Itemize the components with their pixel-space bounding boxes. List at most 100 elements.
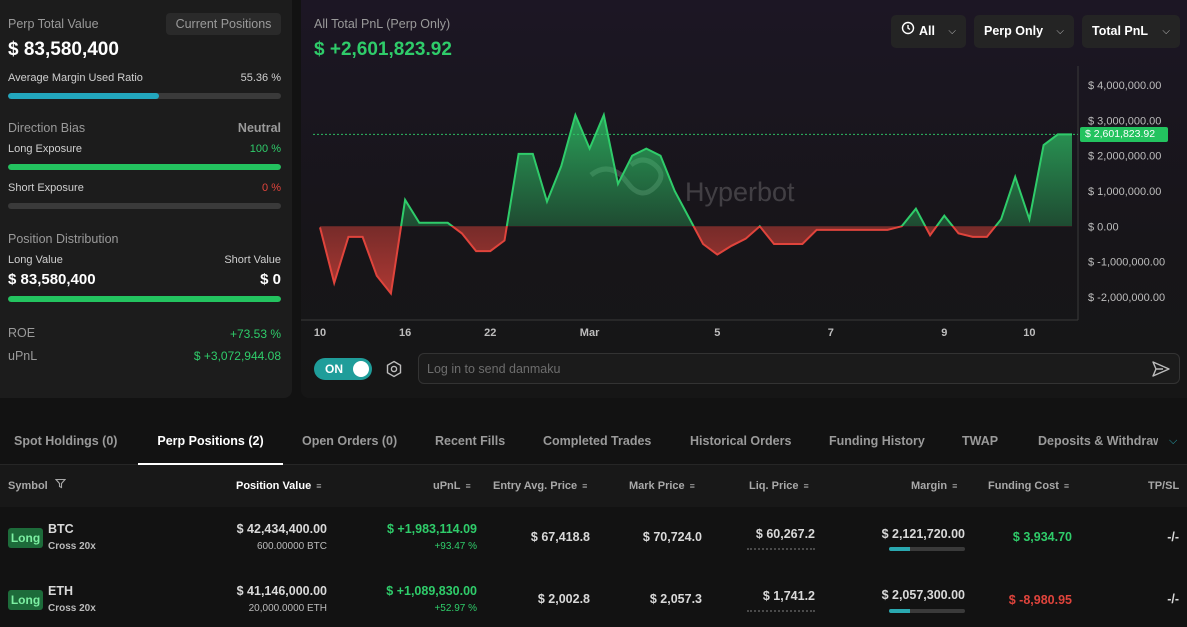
- sort-icon[interactable]: ≡: [316, 481, 322, 491]
- metric-value: Total PnL: [1092, 24, 1149, 38]
- tab-open-orders[interactable]: Open Orders (0): [302, 434, 398, 448]
- roe-label: ROE: [8, 326, 36, 340]
- danmaku-input[interactable]: [427, 354, 1127, 383]
- position-size: 600.00000 BTC: [256, 541, 327, 552]
- avg-margin-bar: [8, 93, 281, 99]
- sort-icon[interactable]: ≡: [582, 481, 588, 491]
- toggle-label: ON: [325, 362, 343, 376]
- position-value: $ 42,434,400.00: [236, 522, 327, 536]
- pnl-line-negative: [319, 226, 997, 296]
- y-tick-label: $ -1,000,000.00: [1088, 257, 1165, 269]
- chart-title: All Total PnL (Perp Only): [314, 17, 451, 31]
- long-value: $ 83,580,400: [8, 271, 96, 288]
- current-positions-button[interactable]: Current Positions: [166, 13, 281, 35]
- x-tick-label: 5: [714, 327, 720, 339]
- roe-value: +73.53 %: [229, 327, 281, 341]
- current-value-marker: $ 2,601,823.92: [1080, 127, 1168, 142]
- sort-icon[interactable]: ≡: [952, 481, 958, 491]
- col-funding-cost[interactable]: Funding Cost ≡: [988, 465, 1069, 507]
- perp-total-value-label: Perp Total Value: [8, 17, 99, 31]
- positions-table-header: Symbol Position Value ≡ uPnL ≡ Entry Avg. …: [0, 465, 1187, 507]
- col-entry-price[interactable]: Entry Avg. Price ≡: [493, 465, 587, 507]
- leverage: Cross 20x: [48, 541, 96, 552]
- col-mark-price[interactable]: Mark Price ≡: [629, 465, 695, 507]
- table-row[interactable]: Long ETH Cross 20x $ 41,146,000.00 20,00…: [0, 569, 1187, 627]
- sort-icon[interactable]: ≡: [689, 481, 695, 491]
- margin-bar: [889, 547, 965, 551]
- time-range-value: All: [919, 24, 935, 38]
- tab-completed-trades[interactable]: Completed Trades: [543, 434, 652, 448]
- symbol-name[interactable]: ETH: [48, 584, 73, 598]
- pnl-line-positive: [400, 111, 1072, 226]
- table-row[interactable]: Long BTC Cross 20x $ 42,434,400.00 600.0…: [0, 507, 1187, 567]
- filter-icon[interactable]: [54, 465, 67, 507]
- tab-deposits-withdraw[interactable]: Deposits & Withdraw: [1038, 434, 1158, 448]
- sort-icon[interactable]: ≡: [803, 481, 809, 491]
- time-range-dropdown[interactable]: All ⌵: [891, 15, 966, 48]
- tab-historical-orders[interactable]: Historical Orders: [690, 434, 792, 448]
- margin-value: $ 2,057,300.00: [881, 588, 965, 602]
- send-icon[interactable]: [1151, 360, 1171, 383]
- danmaku-input-box: [418, 353, 1180, 384]
- upnl-percent: +93.47 %: [434, 541, 477, 552]
- tab-spot-holdings[interactable]: Spot Holdings (0): [14, 434, 118, 448]
- tab-funding-history[interactable]: Funding History: [829, 434, 925, 448]
- tpsl-value[interactable]: -/-: [1167, 530, 1179, 544]
- entry-price: $ 67,418.8: [530, 530, 590, 544]
- y-tick-label: $ 3,000,000.00: [1088, 115, 1161, 127]
- mark-price: $ 2,057.3: [649, 592, 702, 606]
- funding-cost: $ -8,980.95: [1008, 593, 1072, 607]
- margin-bar: [889, 609, 965, 613]
- positive-area: [401, 115, 1072, 226]
- danmaku-toggle[interactable]: ON: [314, 358, 372, 380]
- tab-recent-fills[interactable]: Recent Fills: [435, 434, 506, 448]
- x-tick-label: Mar: [580, 327, 600, 339]
- margin-value: $ 2,121,720.00: [881, 527, 965, 541]
- clock-icon: [901, 15, 915, 48]
- side-badge: Long: [8, 528, 43, 548]
- long-exposure-label: Long Exposure: [8, 143, 82, 155]
- x-tick-label: 16: [399, 327, 411, 339]
- direction-bias-label: Direction Bias: [8, 121, 86, 135]
- upnl-label: uPnL: [8, 349, 38, 363]
- tab-perp-positions[interactable]: Perp Positions (2): [138, 421, 283, 465]
- positions-tabs: Spot Holdings (0) Perp Positions (2) Ope…: [0, 421, 1187, 465]
- col-position-value[interactable]: Position Value ≡: [236, 465, 321, 507]
- col-symbol[interactable]: Symbol: [8, 465, 67, 507]
- short-value-label: Short Value: [224, 254, 281, 266]
- chevron-down-icon[interactable]: ⌵: [1169, 435, 1178, 447]
- short-exposure-label: Short Exposure: [8, 182, 84, 194]
- scope-dropdown[interactable]: Perp Only ⌵: [974, 15, 1074, 48]
- position-size: 20,000.0000 ETH: [248, 603, 327, 614]
- x-tick-label: 7: [828, 327, 834, 339]
- x-tick-label: 9: [941, 327, 947, 339]
- col-margin[interactable]: Margin ≡: [911, 465, 957, 507]
- y-tick-label: $ 4,000,000.00: [1088, 80, 1161, 92]
- col-tpsl: TP/SL: [1148, 480, 1180, 492]
- pnl-chart-panel: All Total PnL (Perp Only) $ +2,601,823.9…: [301, 0, 1187, 398]
- y-tick-label: $ -2,000,000.00: [1088, 292, 1165, 304]
- negative-area: [320, 226, 1072, 294]
- upnl-value: $ +1,089,830.00: [386, 584, 477, 598]
- tpsl-value[interactable]: -/-: [1167, 592, 1179, 606]
- leverage: Cross 20x: [48, 603, 96, 614]
- short-exposure-value: 0 %: [262, 182, 281, 194]
- entry-price: $ 2,002.8: [537, 592, 590, 606]
- short-exposure-bar: [8, 203, 281, 209]
- y-tick-label: $ 2,000,000.00: [1088, 151, 1161, 163]
- metric-dropdown[interactable]: Total PnL ⌵: [1082, 15, 1180, 48]
- avg-margin-value: 55.36 %: [240, 72, 281, 84]
- col-liq-price[interactable]: Liq. Price ≡: [749, 465, 809, 507]
- side-badge: Long: [8, 590, 43, 610]
- y-tick-label: $ 0.00: [1088, 221, 1119, 233]
- sort-icon[interactable]: ≡: [1063, 481, 1070, 491]
- settings-icon[interactable]: [385, 360, 403, 383]
- direction-bias-value: Neutral: [237, 121, 281, 135]
- symbol-name[interactable]: BTC: [48, 522, 74, 536]
- col-upnl[interactable]: uPnL ≡: [433, 465, 471, 507]
- toggle-knob: [353, 361, 369, 377]
- sort-icon[interactable]: ≡: [465, 481, 471, 491]
- upnl-percent: +52.97 %: [434, 603, 477, 614]
- tab-twap[interactable]: TWAP: [962, 434, 999, 448]
- chevron-down-icon: ⌵: [948, 26, 956, 37]
